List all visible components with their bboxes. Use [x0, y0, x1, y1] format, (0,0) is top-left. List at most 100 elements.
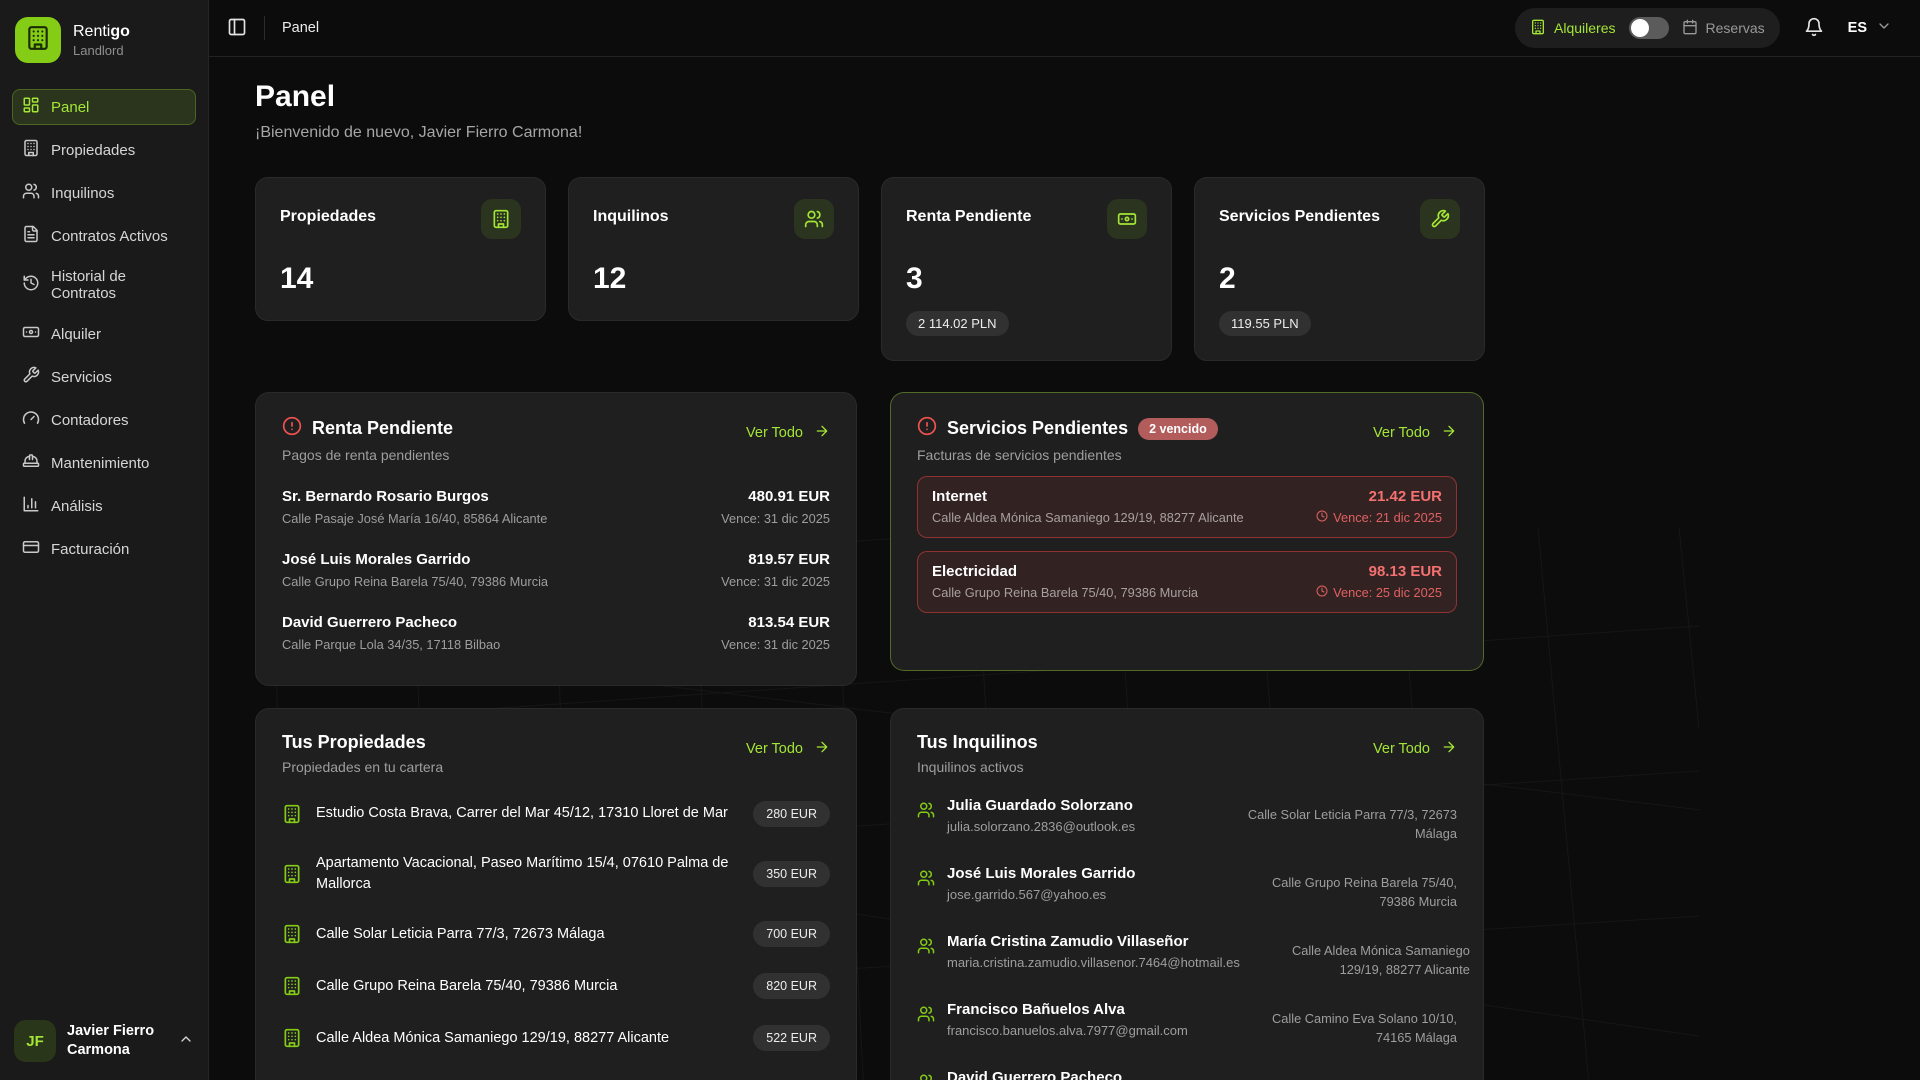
tenant-email: maria.cristina.zamudio.villasenor.7464@h… [947, 955, 1240, 971]
brand-name: Rentigo [73, 22, 130, 40]
mode-switch[interactable] [1628, 17, 1669, 39]
sidebar-item-inquilinos[interactable]: Inquilinos [12, 175, 196, 211]
property-address: Calle Aldea Mónica Samaniego 129/19, 882… [316, 1029, 670, 1046]
property-item[interactable]: Calle Grupo Reina Barela 75/40, 79386 Mu… [282, 973, 830, 1000]
dashboard-content: Panel ¡Bienvenido de nuevo, Javier Fierr… [209, 57, 1485, 1080]
view-all-rent-link[interactable]: Ver Todo [746, 423, 830, 443]
sidebar-item-mantenimiento[interactable]: Mantenimiento [12, 445, 196, 481]
stat-badge: 2 114.02 PLN [906, 311, 1009, 336]
arrow-right-icon [1441, 423, 1457, 443]
tenant-name: María Cristina Zamudio Villaseñor [947, 933, 1189, 951]
stat-label: Inquilinos [593, 208, 669, 225]
sidebar-item-servicios[interactable]: Servicios [12, 359, 196, 395]
mode-label-left: Alquileres [1554, 20, 1616, 36]
language-code: ES [1847, 20, 1867, 36]
tenant-item[interactable]: José Luis Morales Garrido jose.garrido.5… [917, 865, 1457, 911]
view-all-tenants-link[interactable]: Ver Todo [1373, 739, 1457, 759]
tenant-name: Julia Guardado Solorzano [947, 797, 1133, 814]
price-badge: 280 EUR [753, 801, 830, 827]
stat-card-servicios-pendientes[interactable]: Servicios Pendientes 2 119.55 PLN [1194, 177, 1485, 361]
tenant-item[interactable]: David Guerrero Pacheco david.guerrero.pa… [917, 1069, 1457, 1080]
price-badge: 820 EUR [753, 973, 830, 1000]
property-item[interactable]: Apartamento Vacacional, Paseo Marítimo 1… [282, 853, 830, 895]
sidebar-item-contadores[interactable]: Contadores [12, 402, 196, 438]
sidebar-item-alquiler[interactable]: Alquiler [12, 316, 196, 352]
building-icon [22, 139, 40, 161]
stat-card-propiedades[interactable]: Propiedades 14 [255, 177, 546, 321]
view-all-utilities-link[interactable]: Ver Todo [1373, 423, 1457, 443]
building-icon [481, 199, 521, 239]
property-address: Calle Grupo Reina Barela 75/40, 79386 Mu… [282, 574, 549, 589]
stat-card-inquilinos[interactable]: Inquilinos 12 [568, 177, 859, 321]
amount: 21.42 EUR [1368, 488, 1442, 505]
sidebar-item-label: Contadores [51, 411, 129, 429]
tenant-name: David Guerrero Pacheco [282, 614, 458, 631]
sidebar-toggle-button[interactable] [227, 17, 247, 40]
sidebar-item-historial-contratos[interactable]: Historial de Contratos [12, 261, 196, 309]
panel-title: Tus Inquilinos [917, 732, 1038, 752]
user-menu[interactable]: JF Javier Fierro Carmona [0, 1006, 208, 1080]
sidebar-item-facturacion[interactable]: Facturación [12, 531, 196, 567]
sidebar-item-contratos-activos[interactable]: Contratos Activos [12, 218, 196, 254]
due-date: Vence: 31 dic 2025 [721, 511, 830, 526]
property-address: Estudio Costa Brava, Carrer del Mar 45/1… [316, 805, 728, 822]
tenant-name: José Luis Morales Garrido [947, 865, 1136, 883]
tenant-item[interactable]: Julia Guardado Solorzano julia.solorzano… [917, 797, 1457, 843]
page-title: Panel [255, 80, 336, 113]
view-all-properties-link[interactable]: Ver Todo [746, 739, 830, 759]
bar-chart-icon [22, 495, 40, 517]
utility-name: Internet [932, 488, 988, 505]
property-item[interactable]: Estudio Costa Brava, Carrer del Mar 45/1… [282, 801, 830, 827]
building-icon [282, 924, 302, 944]
tenant-email: julia.solorzano.2836@outlook.es [947, 819, 1136, 834]
rent-item[interactable]: David Guerrero Pacheco Calle Parque Lola… [282, 614, 830, 652]
mode-alquileres[interactable]: Alquileres [1530, 19, 1616, 38]
alert-circle-icon [282, 416, 302, 441]
brand-logo [15, 17, 61, 63]
stat-card-renta-pendiente[interactable]: Renta Pendiente 3 2 114.02 PLN [881, 177, 1172, 361]
panel-subtitle: Propiedades en tu cartera [282, 759, 444, 775]
mode-toggle[interactable]: Alquileres Reservas [1515, 8, 1780, 48]
file-text-icon [22, 225, 40, 247]
property-address: Apartamento Vacacional, Paseo Marítimo 1… [316, 855, 729, 893]
tenant-email: francisco.banuelos.alva.7977@gmail.com [947, 1023, 1188, 1039]
panel-subtitle: Pagos de renta pendientes [282, 447, 450, 463]
brand[interactable]: Rentigo Landlord [0, 0, 208, 77]
tenant-address: Calle Solar Leticia Parra 77/3, 72673 Má… [1247, 807, 1457, 841]
rent-item[interactable]: José Luis Morales Garrido Calle Grupo Re… [282, 551, 830, 589]
pending-rent-panel: Renta Pendiente Pagos de renta pendiente… [255, 392, 857, 686]
wrench-icon [22, 366, 40, 388]
main-area: Panel Alquileres Reservas ES [209, 0, 1920, 1080]
rent-item[interactable]: Sr. Bernardo Rosario Burgos Calle Pasaje… [282, 488, 830, 526]
users-icon [917, 1073, 935, 1080]
banknote-icon [1107, 199, 1147, 239]
utility-name: Electricidad [932, 563, 1018, 580]
mode-reservas[interactable]: Reservas [1682, 19, 1765, 38]
tenant-address: Calle Camino Eva Solano 10/10, 74165 Mál… [1272, 1011, 1457, 1045]
utility-item[interactable]: Electricidad Calle Grupo Reina Barela 75… [917, 551, 1457, 613]
sidebar-item-label: Servicios [51, 368, 112, 386]
property-item[interactable]: Calle Solar Leticia Parra 77/3, 72673 Má… [282, 921, 830, 948]
amount: 819.57 EUR [748, 551, 830, 568]
sidebar-item-panel[interactable]: Panel [12, 89, 196, 125]
property-address: Calle Parque Lola 34/35, 17118 Bilbao [282, 637, 501, 652]
building-icon [282, 976, 302, 996]
tenant-item[interactable]: Francisco Bañuelos Alva francisco.banuel… [917, 1001, 1457, 1047]
alert-circle-icon [917, 416, 937, 441]
property-item[interactable]: Calle Aldea Mónica Samaniego 129/19, 882… [282, 1025, 830, 1052]
chevron-down-icon [1876, 18, 1892, 38]
sidebar-item-label: Inquilinos [51, 184, 115, 202]
sidebar-item-propiedades[interactable]: Propiedades [12, 132, 196, 168]
utility-item[interactable]: Internet Calle Aldea Mónica Samaniego 12… [917, 476, 1457, 538]
building-icon [282, 864, 302, 884]
sidebar-item-analisis[interactable]: Análisis [12, 488, 196, 524]
topbar: Panel Alquileres Reservas ES [209, 0, 1920, 57]
pending-utilities-panel: Servicios Pendientes 2 vencido Facturas … [890, 392, 1484, 671]
due-date: Vence: 31 dic 2025 [721, 637, 830, 652]
bell-icon [1804, 17, 1824, 40]
notifications-button[interactable] [1804, 17, 1824, 40]
language-selector[interactable]: ES [1848, 18, 1892, 38]
stat-badge: 119.55 PLN [1219, 311, 1311, 336]
arrow-right-icon [814, 739, 830, 759]
tenant-item[interactable]: María Cristina Zamudio Villaseñor maria.… [917, 933, 1470, 979]
